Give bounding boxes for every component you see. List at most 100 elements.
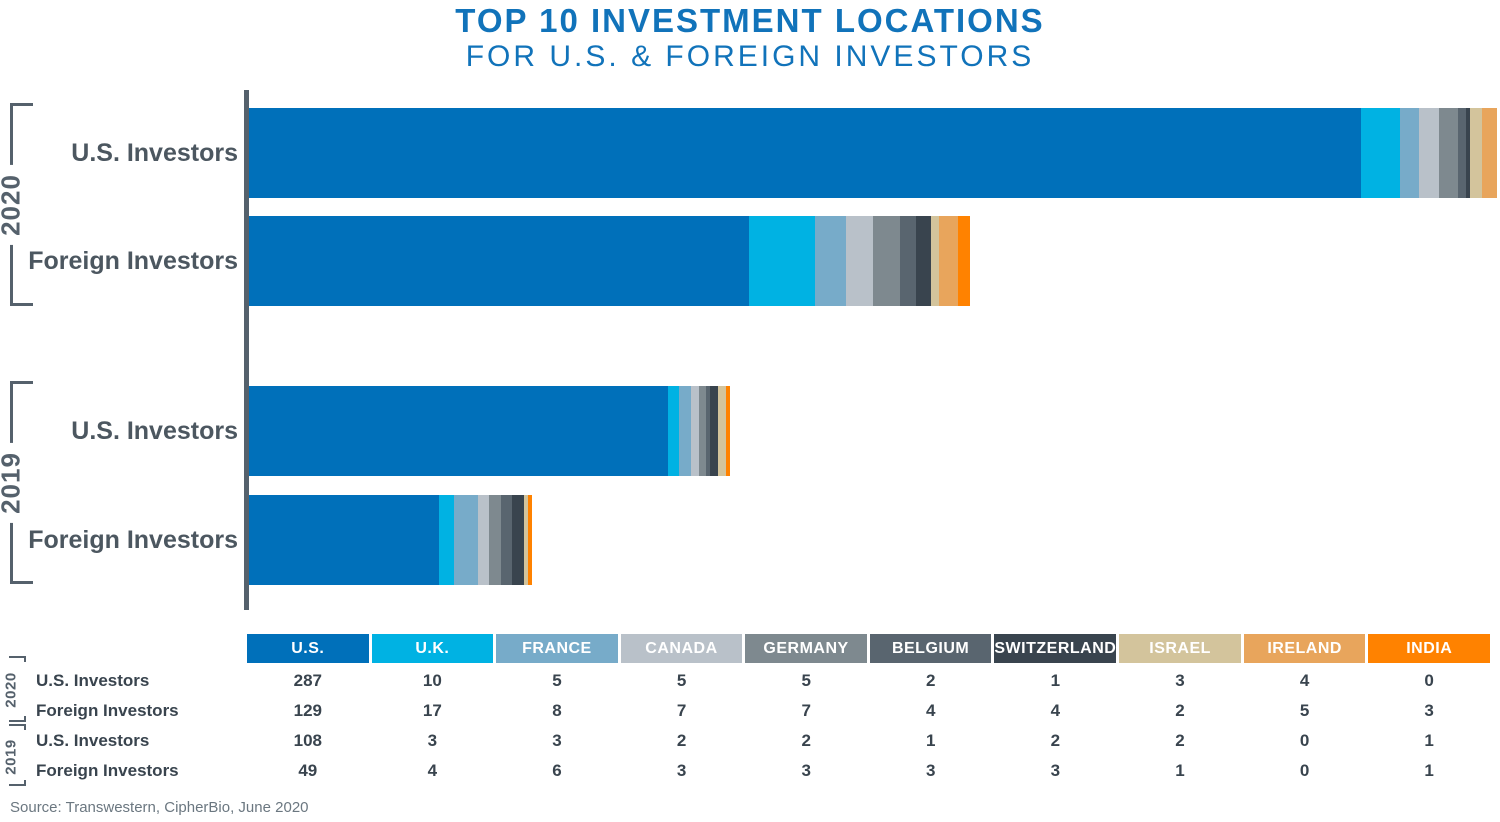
table-cell-france: 8 — [552, 701, 562, 720]
bar-segment-canada — [1419, 108, 1439, 198]
bar-segment-us — [249, 108, 1362, 198]
bar-segment-us — [249, 216, 749, 306]
table-cell-israel: 2 — [1175, 731, 1185, 750]
table-cell-india: 1 — [1424, 731, 1434, 750]
bar-segment-ireland — [938, 216, 959, 306]
bar-segment-uk — [1361, 108, 1401, 198]
bar-segment-belgium — [706, 386, 711, 476]
bar-segment-france — [454, 495, 478, 585]
stacked-bar-2019-foreign — [249, 495, 532, 585]
table-row-label: U.S. Investors — [36, 671, 150, 690]
bar-segment-germany — [489, 495, 501, 585]
table-cell-israel: 3 — [1175, 671, 1185, 690]
year-bracket-2020: 2020 — [0, 103, 33, 306]
table-year-label-2020: 2020 — [2, 672, 20, 708]
bar-segment-belgium — [1458, 108, 1467, 198]
table-bracket-2020-bottom — [9, 716, 26, 722]
bar-segment-us — [249, 495, 439, 585]
bar-segment-israel — [1469, 108, 1482, 198]
bar-segment-israel — [718, 386, 726, 476]
source-note: Source: Transwestern, CipherBio, June 20… — [10, 799, 309, 816]
legend-cell-us: U.S. — [247, 634, 369, 663]
table-cell-us: 129 — [293, 701, 322, 720]
data-table: U.S. Investors 287 10 5 5 5 2 1 3 4 0 Foreign Inves… — [0, 666, 1490, 786]
bar-segment-switzerland — [710, 386, 719, 476]
table-cell-india: 0 — [1424, 671, 1434, 690]
table-bracket-2020-top — [9, 656, 26, 662]
table-cell-switzerland: 4 — [1050, 701, 1061, 720]
y-axis-line — [244, 90, 249, 610]
legend-row: U.S. U.K. FRANCE CANADA GERMANY BELGIUM SWITZE… — [247, 634, 1490, 663]
bar-segment-belgium — [500, 495, 513, 585]
table-cell-ireland: 5 — [1299, 701, 1310, 720]
table-cell-switzerland: 2 — [1050, 731, 1061, 750]
table-cell-uk: 10 — [422, 671, 442, 690]
table-cell-ireland: 4 — [1299, 671, 1310, 690]
legend-cell-france: FRANCE — [496, 634, 618, 663]
table-bracket-2019-bottom — [9, 780, 26, 786]
bar-segment-uk — [667, 386, 680, 476]
table-cell-canada: 2 — [676, 731, 687, 750]
bar-segment-ireland — [1481, 108, 1498, 198]
bar-segment-israel — [931, 216, 939, 306]
bar-segment-canada — [477, 495, 490, 585]
bar-label-2019-foreign: Foreign Investors — [28, 525, 238, 554]
table-cell-belgium: 3 — [926, 761, 936, 780]
bar-segment-germany — [1438, 108, 1459, 198]
bar-segment-uk — [749, 216, 815, 306]
bar-label-2019-us: U.S. Investors — [71, 416, 238, 445]
table-cell-uk: 17 — [422, 701, 442, 720]
legend-cell-canada: CANADA — [620, 634, 743, 663]
table-cell-canada: 3 — [676, 761, 687, 780]
table-cell-ireland: 0 — [1299, 761, 1310, 780]
table-cell-canada: 5 — [676, 671, 687, 690]
table-row-2019-usinvestors: U.S. Investors 108 3 3 2 2 1 2 2 0 1 — [0, 726, 1490, 756]
page-title: TOP 10 INVESTMENT LOCATIONS — [455, 2, 1045, 39]
table-row-2020-usinvestors: U.S. Investors 287 10 5 5 5 2 1 3 4 0 — [0, 666, 1490, 696]
bar-segment-switzerland — [512, 495, 525, 585]
table-cell-belgium: 4 — [926, 701, 936, 720]
table-cell-israel: 2 — [1175, 701, 1185, 720]
legend-cell-uk: U.K. — [371, 634, 494, 663]
table-row-values: 129 17 8 7 7 4 4 2 5 3 — [247, 696, 1490, 726]
table-row-label: Foreign Investors — [36, 701, 179, 720]
table-cell-france: 3 — [552, 731, 562, 750]
table-bracket-2019-top — [9, 724, 26, 730]
bar-segment-israel — [524, 495, 528, 585]
table-cell-us: 287 — [293, 671, 322, 690]
bar-segment-belgium — [900, 216, 916, 306]
bar-segment-germany — [698, 386, 707, 476]
bar-segment-india — [527, 495, 532, 585]
stacked-bar-2019-us — [249, 386, 730, 476]
table-cell-india: 1 — [1424, 761, 1434, 780]
bar-label-2020-foreign: Foreign Investors — [28, 246, 238, 275]
table-year-label-2019: 2019 — [2, 739, 20, 775]
table-cell-uk: 3 — [427, 731, 438, 750]
table-cell-india: 3 — [1424, 701, 1434, 720]
bar-segment-india — [725, 386, 730, 476]
legend-cell-belgium: BELGIUM — [869, 634, 992, 663]
table-cell-belgium: 2 — [926, 671, 936, 690]
table-cell-uk: 4 — [427, 761, 438, 780]
bar-segment-india — [958, 216, 970, 306]
table-row-2019-foreigninvestors: Foreign Investors 49 4 6 3 3 3 3 1 0 1 — [0, 756, 1490, 786]
bar-label-2020-us: U.S. Investors — [71, 138, 238, 167]
legend-cell-israel: ISRAEL — [1119, 634, 1241, 663]
bar-segment-france — [1400, 108, 1420, 198]
bar-segment-switzerland — [1466, 108, 1470, 198]
legend-cell-india: INDIA — [1368, 634, 1490, 663]
table-row-label: U.S. Investors — [36, 731, 150, 750]
legend-cell-germany: GERMANY — [745, 634, 867, 663]
table-cell-us: 108 — [293, 731, 322, 750]
bar-segment-uk — [438, 495, 455, 585]
bar-segment-germany — [872, 216, 901, 306]
stacked-bar-2020-us — [249, 108, 1498, 198]
table-cell-ireland: 0 — [1299, 731, 1310, 750]
table-cell-germany: 7 — [801, 701, 811, 720]
bar-segment-france — [679, 386, 691, 476]
table-cell-france: 6 — [552, 761, 562, 780]
table-cell-germany: 3 — [801, 761, 811, 780]
bar-segment-switzerland — [915, 216, 932, 306]
table-row-2020-foreigninvestors: Foreign Investors 129 17 8 7 7 4 4 2 5 3 — [0, 696, 1490, 726]
table-cell-france: 5 — [552, 671, 562, 690]
